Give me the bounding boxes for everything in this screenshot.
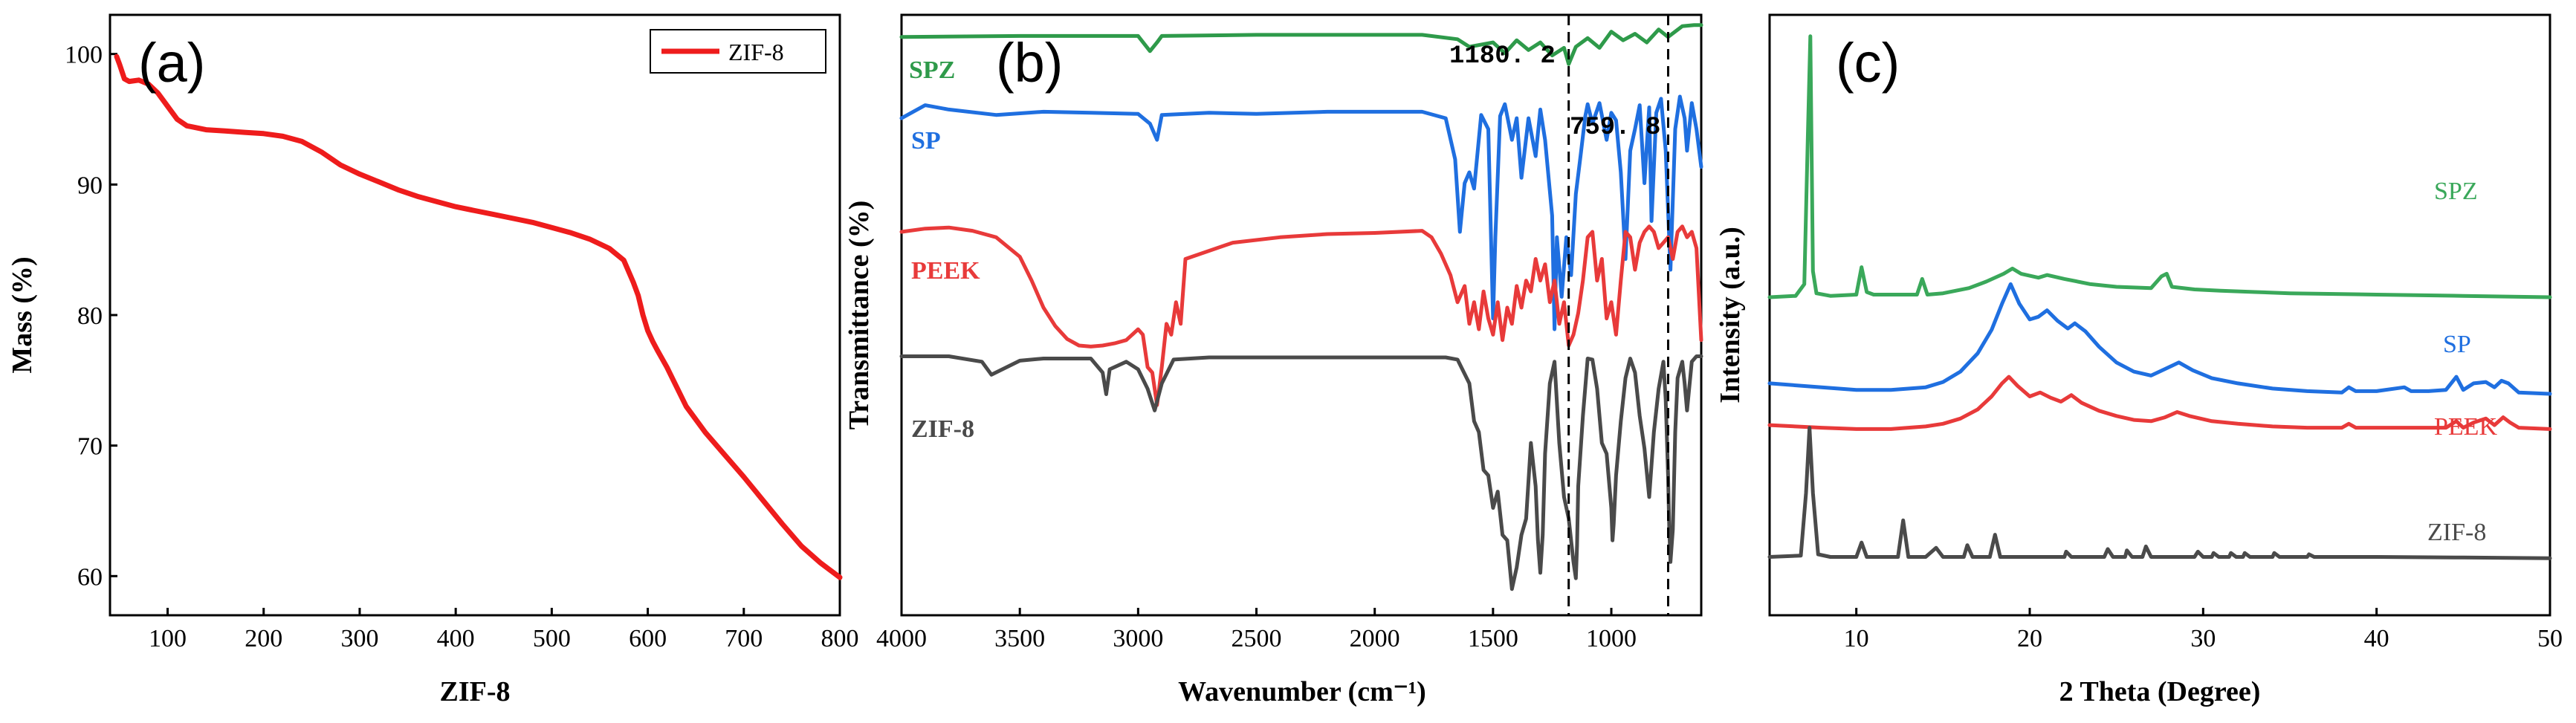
panel-b-x-tick-label-1000: 1000 (1586, 625, 1637, 652)
label-peek: PEEK (2434, 413, 2497, 441)
panel-b-x-tick-label-2000: 2000 (1350, 625, 1400, 652)
label-spz: SPZ (909, 56, 955, 84)
panel-a-x-tick-label-600: 600 (629, 625, 667, 652)
panel-a: 100 200 300 400 500 600 700 800 60 70 80 90 100 (a)… (7, 13, 859, 707)
panel-c-frame (1768, 13, 2551, 617)
panel-a-label: (a) (138, 32, 205, 94)
panel-b-x-tick-label-3000: 3000 (1113, 625, 1163, 652)
panel-a-x-ticks: 100 200 300 400 500 600 700 800 (149, 608, 859, 652)
panel-b-frame (900, 13, 1703, 617)
label-peek: PEEK (911, 257, 980, 285)
panel-b-x-ticks: 4000 3500 3000 2500 2000 1500 1000 (876, 608, 1637, 652)
panel-a-x-tick-label-700: 700 (725, 625, 763, 652)
panel-c-x-axis-title: 2 Theta (Degree) (2059, 676, 2261, 707)
panel-a-y-ticks: 60 70 80 90 100 (65, 42, 117, 591)
series-spz (1767, 34, 2552, 299)
panel-c-x-tick-label-30: 30 (2190, 625, 2216, 652)
panel-c-x-tick-label-10: 10 (1844, 625, 1869, 652)
panel-a-y-tick-label-100: 100 (65, 42, 103, 69)
series-sp (1767, 282, 2552, 396)
series-zif-8 (1767, 426, 2552, 560)
panel-c-x-tick-label-20: 20 (2017, 625, 2042, 652)
series-zif-8 (114, 54, 843, 580)
panel-b-y-axis-title: Transmittance (%) (844, 201, 875, 430)
series-sp (899, 94, 1703, 331)
panel-a-series (114, 54, 843, 580)
panel-a-x-tick-label-300: 300 (340, 625, 378, 652)
series-peek (899, 224, 1703, 407)
panel-b-x-tick-label-3500: 3500 (994, 625, 1045, 652)
panel-a-x-tick-label-100: 100 (149, 625, 187, 652)
panel-a-frame (109, 13, 841, 617)
panel-b: 4000 3500 3000 2500 2000 1500 1000 1180. 2 759… (844, 13, 1703, 707)
panel-a-y-tick-label-90: 90 (77, 172, 103, 199)
panel-a-legend: ZIF-8 (650, 29, 826, 74)
annotation-760: 759. 8 (1570, 114, 1660, 142)
panel-a-x-tick-label-200: 200 (245, 625, 282, 652)
panel-c-x-ticks: 10 20 30 40 50 (1844, 608, 2563, 652)
panel-c: 10 20 30 40 50 (c) SPZ SP PEEK ZIF-8 2 Theta… (1715, 13, 2563, 707)
panel-a-y-tick-label-70: 70 (77, 433, 103, 461)
panel-b-label: (b) (996, 32, 1063, 94)
panel-c-x-tick-label-40: 40 (2364, 625, 2389, 652)
series-peek (1767, 375, 2552, 431)
panel-a-y-tick-label-60: 60 (77, 563, 103, 591)
panel-b-x-axis-title: Wavenumber (cm⁻¹) (1178, 676, 1426, 707)
label-zif8: ZIF-8 (911, 415, 974, 443)
panel-a-x-tick-label-500: 500 (533, 625, 571, 652)
panel-c-label: (c) (1836, 32, 1900, 94)
panel-a-x-tick-label-400: 400 (437, 625, 475, 652)
panel-b-x-tick-label-4000: 4000 (876, 625, 927, 652)
panel-b-series (899, 23, 1703, 591)
label-sp: SP (2443, 331, 2471, 358)
series-spz (899, 23, 1703, 66)
panel-a-y-tick-label-80: 80 (77, 302, 103, 330)
label-zif8: ZIF-8 (2427, 519, 2486, 546)
panel-a-y-axis-title: Mass (%) (7, 256, 38, 373)
annotation-1180: 1180. 2 (1449, 42, 1556, 71)
panel-b-x-tick-label-1500: 1500 (1468, 625, 1518, 652)
panel-a-x-axis-title: ZIF-8 (440, 676, 511, 707)
panel-c-series (1767, 34, 2552, 560)
series-zif-8 (899, 354, 1703, 591)
label-sp: SP (911, 127, 941, 155)
panel-c-y-axis-title: Intensity (a.u.) (1715, 227, 1746, 403)
panel-c-x-tick-label-50: 50 (2537, 625, 2563, 652)
panel-a-x-tick-label-800: 800 (821, 625, 859, 652)
panel-b-x-tick-label-2500: 2500 (1232, 625, 1282, 652)
legend-label: ZIF-8 (728, 39, 784, 65)
label-spz: SPZ (2434, 178, 2478, 205)
